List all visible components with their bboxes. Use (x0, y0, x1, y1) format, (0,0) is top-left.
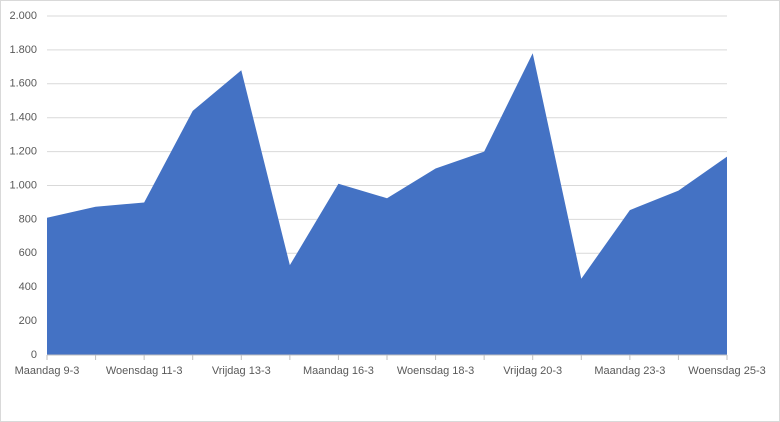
y-tick-label: 800 (19, 213, 37, 225)
x-tick-label: Vrijdag 20-3 (503, 365, 562, 377)
y-tick-label: 1.200 (9, 146, 37, 158)
y-tick-label: 1.000 (9, 179, 37, 191)
y-tick-label: 600 (19, 247, 37, 259)
y-tick-label: 1.400 (9, 112, 37, 124)
y-tick-label: 2.000 (9, 10, 37, 22)
y-tick-label: 1.600 (9, 78, 37, 90)
x-tick-label: Woensdag 11-3 (106, 365, 183, 377)
y-tick-label: 200 (19, 315, 37, 327)
x-tick-label: Maandag 16-3 (303, 365, 374, 377)
x-tick-label: Maandag 23-3 (594, 365, 665, 377)
x-tick-label: Maandag 9-3 (15, 365, 80, 377)
y-tick-label: 1.800 (9, 44, 37, 56)
y-tick-label: 0 (31, 349, 37, 361)
x-tick-label: Woensdag 18-3 (397, 365, 474, 377)
x-tick-label: Woensdag 25-3 (688, 365, 765, 377)
y-tick-label: 400 (19, 281, 37, 293)
area (47, 53, 727, 355)
x-tick-label: Vrijdag 13-3 (212, 365, 271, 377)
